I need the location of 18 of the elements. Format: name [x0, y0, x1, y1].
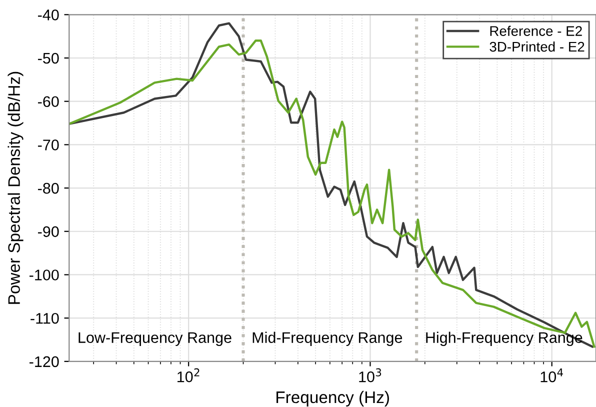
legend-label: 3D-Printed - E2 — [490, 41, 584, 52]
y-tick-label: -80 — [38, 182, 59, 194]
y-tick-label: -100 — [30, 270, 59, 280]
annotation: Low-Frequency Range — [78, 332, 232, 346]
y-tick-label: -120 — [30, 356, 59, 368]
x-tick-label: 10$^{4}$ — [540, 368, 563, 382]
x-tick-label: 10$^{3}$ — [359, 368, 382, 382]
x-tick-label: 10$^{2}$ — [178, 368, 200, 382]
y-tick-label: -110 — [30, 312, 59, 324]
y-tick-label: -50 — [38, 52, 59, 64]
y-axis-title: Power Spectral Density (dB/Hz) — [8, 72, 24, 304]
y-tick-label: -90 — [38, 226, 59, 238]
y-tick-label: -40 — [38, 10, 59, 20]
x-axis-title: Frequency (Hz) — [276, 390, 389, 406]
annotation: Mid-Frequency Range — [252, 332, 402, 346]
legend-label: Reference - E2 — [490, 26, 582, 36]
y-tick-label: -60 — [38, 96, 59, 108]
y-tick-label: -70 — [38, 140, 59, 150]
